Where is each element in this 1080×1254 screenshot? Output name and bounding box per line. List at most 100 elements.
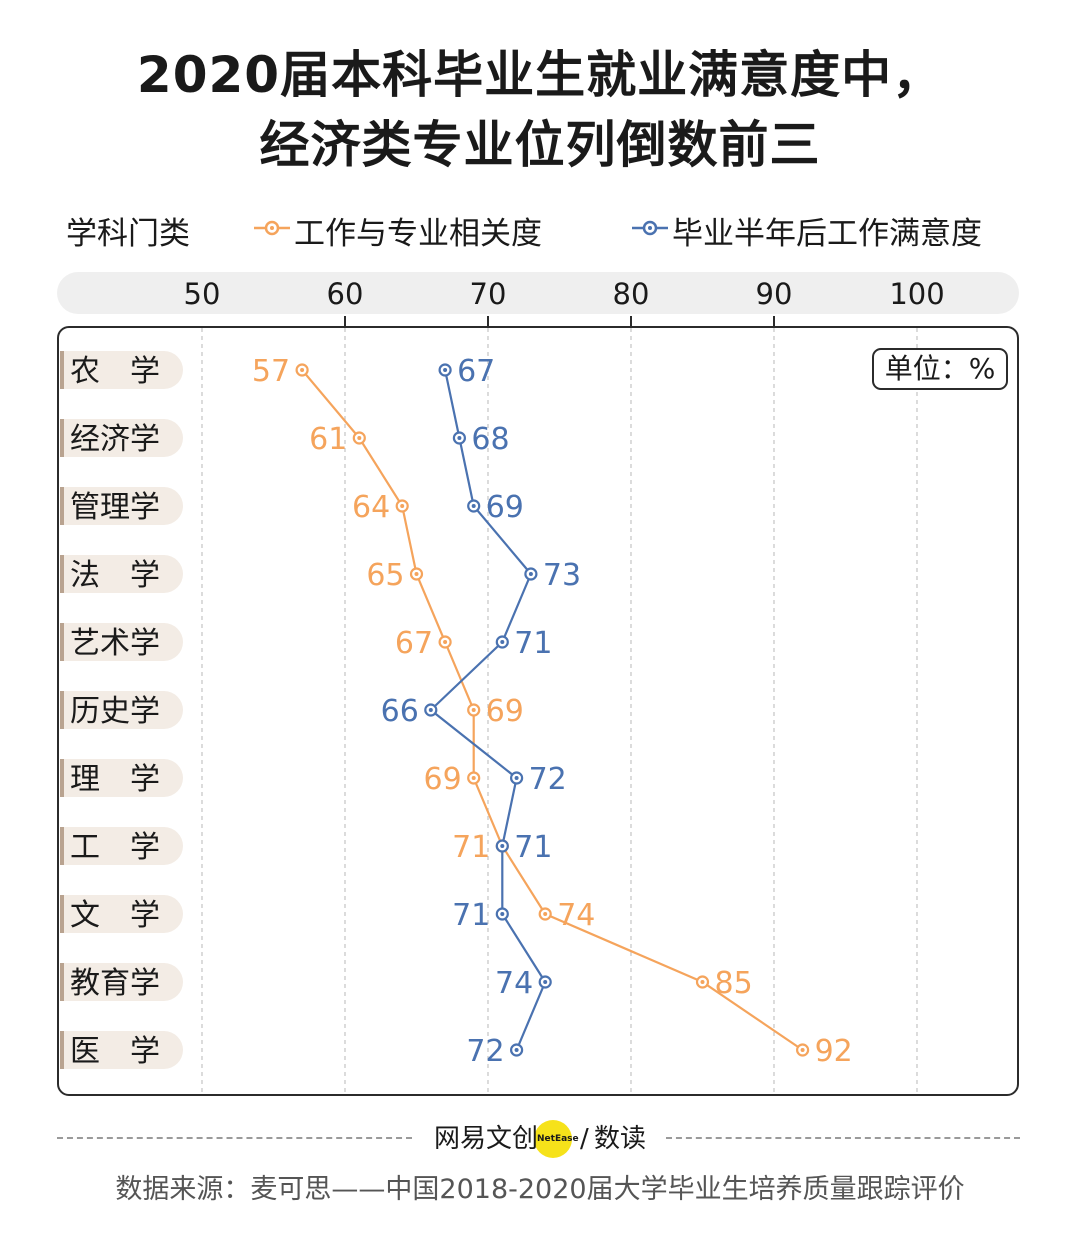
series-lines — [301, 369, 804, 1051]
category-label-bg — [60, 623, 183, 661]
grid-lines — [201, 316, 918, 1094]
category-label: 医 学 — [70, 1034, 160, 1069]
category-label: 历史学 — [70, 694, 160, 729]
data-label: 74 — [495, 966, 533, 1001]
category-label: 工 学 — [70, 830, 160, 865]
data-point-core — [543, 912, 548, 916]
data-label: 85 — [715, 966, 753, 1001]
x-tick-labels: 50 60 70 80 90 100 — [184, 277, 945, 311]
footer-divider-left — [57, 1137, 412, 1139]
category-label-bg — [60, 487, 183, 525]
data-label: 67 — [457, 354, 495, 389]
data-point-core — [443, 640, 448, 644]
category-label-edge — [60, 487, 64, 525]
data-label: 69 — [424, 762, 462, 797]
category-label-bg — [60, 691, 183, 729]
data-label: 73 — [543, 558, 581, 593]
legend-series2-label: 毕业半年后工作满意度 — [672, 216, 982, 252]
data-point-core — [428, 708, 433, 712]
data-point-core — [443, 368, 448, 372]
data-point-core — [514, 776, 519, 780]
data-point-core — [357, 436, 362, 440]
data-point-core — [543, 980, 548, 984]
data-point-core — [400, 504, 405, 508]
unit-label: 单位：% — [872, 348, 1008, 390]
data-label: 71 — [514, 626, 552, 661]
chart-title-line1: 2020届本科毕业生就业满意度中， — [136, 46, 944, 104]
category-label-edge — [60, 895, 64, 933]
data-label: 57 — [252, 354, 290, 389]
data-point-core — [700, 980, 705, 984]
category-label-edge — [60, 351, 64, 389]
category-label-edge — [60, 963, 64, 1001]
data-label: 64 — [352, 490, 390, 525]
data-point-core — [414, 572, 419, 576]
data-point-core — [471, 776, 476, 780]
category-label-bg — [60, 827, 183, 865]
legend-series1-label: 工作与专业相关度 — [294, 216, 542, 252]
data-label: 66 — [381, 694, 419, 729]
data-label: 61 — [309, 422, 347, 457]
category-label-bg — [60, 963, 183, 1001]
brand-name-b: 数读 — [594, 1124, 647, 1154]
data-label: 71 — [452, 898, 490, 933]
data-label: 69 — [486, 490, 524, 525]
data-point-core — [471, 708, 476, 712]
category-label-bg — [60, 351, 183, 389]
x-tick-label: 50 — [184, 277, 221, 311]
chart-title-line2: 经济类专业位列倒数前三 — [259, 116, 821, 174]
data-point-core — [500, 912, 505, 916]
category-label-edge — [60, 827, 64, 865]
data-label: 69 — [486, 694, 524, 729]
data-point-core — [528, 572, 533, 576]
data-point-core — [457, 436, 462, 440]
brand-dot — [534, 1120, 572, 1158]
category-label-bg — [60, 895, 183, 933]
brand-logo: 网易文创 NetEase / 数读 — [434, 1118, 664, 1160]
x-tick-label: 100 — [889, 277, 944, 311]
category-label: 艺术学 — [70, 626, 160, 661]
brand-slash: / — [580, 1124, 589, 1154]
category-label: 理 学 — [70, 762, 160, 797]
category-label: 文 学 — [70, 898, 160, 933]
brand-name-a: 网易文创 — [434, 1124, 539, 1154]
data-point-core — [500, 844, 505, 848]
category-label-edge — [60, 691, 64, 729]
data-label: 72 — [466, 1034, 504, 1069]
category-axis-label: 学科门类 — [66, 216, 190, 252]
data-point-core — [300, 368, 305, 372]
data-source: 数据来源：麦可思——中国2018-2020届大学毕业生培养质量跟踪评价 — [115, 1174, 965, 1205]
data-label: 68 — [471, 422, 509, 457]
category-label-edge — [60, 759, 64, 797]
legend: 学科门类 工作与专业相关度 毕业半年后工作满意度 — [0, 204, 1080, 254]
data-label: 65 — [366, 558, 404, 593]
series1-line — [301, 369, 804, 1051]
data-label: 71 — [514, 830, 552, 865]
category-label: 教育学 — [70, 966, 160, 1001]
plot-frame — [57, 326, 1019, 1096]
data-point-core — [800, 1048, 805, 1052]
category-label-edge — [60, 623, 64, 661]
series-points — [295, 363, 810, 1057]
category-label-edge — [60, 1031, 64, 1069]
footer-divider-right — [666, 1137, 1020, 1139]
x-tick-label: 70 — [470, 277, 507, 311]
data-labels: 5761646567696971748592676869737166727171… — [252, 354, 853, 1069]
data-label: 74 — [557, 898, 595, 933]
category-label: 管理学 — [70, 490, 160, 525]
x-tick-label: 80 — [613, 277, 650, 311]
category-label-bg — [60, 419, 183, 457]
data-label: 92 — [815, 1034, 853, 1069]
category-label-edge — [60, 555, 64, 593]
data-label: 72 — [529, 762, 567, 797]
category-label-edge — [60, 419, 64, 457]
data-label: 71 — [452, 830, 490, 865]
x-axis-band — [57, 272, 1019, 314]
data-label: 67 — [395, 626, 433, 661]
category-label: 农 学 — [70, 354, 160, 389]
legend-series2-marker — [632, 220, 668, 236]
category-label: 法 学 — [70, 558, 160, 593]
category-label: 经济学 — [70, 422, 160, 457]
